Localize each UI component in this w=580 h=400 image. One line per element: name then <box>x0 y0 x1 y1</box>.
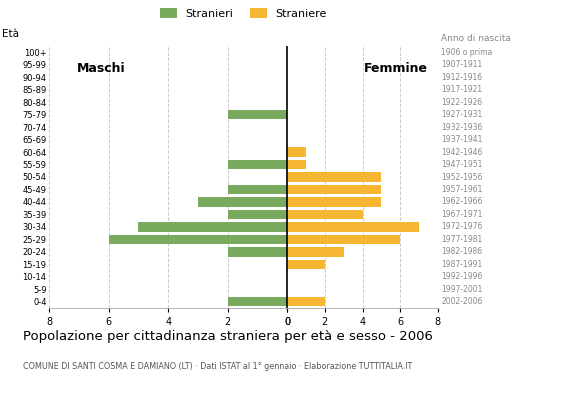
Text: 1977-1981: 1977-1981 <box>441 235 483 244</box>
Bar <box>228 185 287 194</box>
Bar <box>287 210 362 219</box>
Bar <box>287 160 306 169</box>
Bar <box>198 197 287 207</box>
Bar <box>109 235 287 244</box>
Text: 1912-1916: 1912-1916 <box>441 73 483 82</box>
Text: 1906 o prima: 1906 o prima <box>441 48 492 57</box>
Text: Maschi: Maschi <box>77 62 126 75</box>
Bar <box>287 297 325 306</box>
Text: 1952-1956: 1952-1956 <box>441 172 483 182</box>
Text: Popolazione per cittadinanza straniera per età e sesso - 2006: Popolazione per cittadinanza straniera p… <box>23 330 433 343</box>
Bar <box>228 160 287 169</box>
Text: 1972-1976: 1972-1976 <box>441 222 483 232</box>
Bar <box>287 172 382 182</box>
Text: 1947-1951: 1947-1951 <box>441 160 483 169</box>
Text: 1982-1986: 1982-1986 <box>441 247 483 256</box>
Text: 1937-1941: 1937-1941 <box>441 135 483 144</box>
Bar <box>287 235 400 244</box>
Text: 1932-1936: 1932-1936 <box>441 122 483 132</box>
Text: 1962-1966: 1962-1966 <box>441 198 483 206</box>
Legend: Stranieri, Straniere: Stranieri, Straniere <box>155 4 332 23</box>
Bar <box>287 185 382 194</box>
Bar <box>287 147 306 157</box>
Bar <box>139 222 287 232</box>
Bar <box>287 197 382 207</box>
Bar <box>228 297 287 306</box>
Text: 1997-2001: 1997-2001 <box>441 285 483 294</box>
Text: 1917-1921: 1917-1921 <box>441 85 483 94</box>
Text: 2002-2006: 2002-2006 <box>441 297 483 306</box>
Bar <box>287 247 343 256</box>
Text: 1987-1991: 1987-1991 <box>441 260 483 269</box>
Text: 1922-1926: 1922-1926 <box>441 98 483 107</box>
Text: 1907-1911: 1907-1911 <box>441 60 483 69</box>
Bar <box>228 210 287 219</box>
Text: 1957-1961: 1957-1961 <box>441 185 483 194</box>
Text: 1942-1946: 1942-1946 <box>441 148 483 156</box>
Bar <box>287 222 419 232</box>
Bar <box>228 247 287 256</box>
Bar <box>228 110 287 119</box>
Text: Anno di nascita: Anno di nascita <box>441 34 510 43</box>
Text: Femmine: Femmine <box>364 62 427 75</box>
Bar <box>287 260 325 269</box>
Text: 1927-1931: 1927-1931 <box>441 110 483 119</box>
Text: 1992-1996: 1992-1996 <box>441 272 483 281</box>
Text: COMUNE DI SANTI COSMA E DAMIANO (LT) · Dati ISTAT al 1° gennaio · Elaborazione T: COMUNE DI SANTI COSMA E DAMIANO (LT) · D… <box>23 362 412 371</box>
Text: 1967-1971: 1967-1971 <box>441 210 483 219</box>
Text: Età: Età <box>2 30 19 40</box>
